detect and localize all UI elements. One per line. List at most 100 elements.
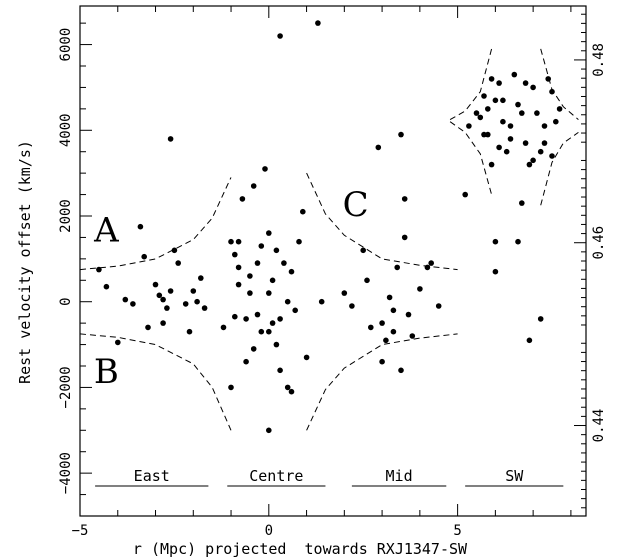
data-point <box>145 324 151 331</box>
data-point <box>243 316 249 322</box>
data-point <box>522 80 529 86</box>
data-point <box>300 208 306 215</box>
data-point <box>220 324 227 331</box>
data-point <box>462 191 469 198</box>
data-point <box>266 427 272 434</box>
data-point <box>349 303 355 309</box>
region-labels: A B C <box>93 185 369 392</box>
data-point <box>130 301 136 307</box>
data-point <box>247 290 253 296</box>
data-point <box>500 97 506 104</box>
data-point <box>194 298 200 305</box>
data-point <box>541 123 548 129</box>
data-point <box>553 118 559 125</box>
data-point <box>232 251 238 258</box>
region-label: C <box>343 185 369 225</box>
data-point <box>541 140 548 146</box>
data-point <box>288 268 295 275</box>
y-tick-label: −2000 <box>58 366 74 408</box>
data-point <box>530 157 536 164</box>
data-point <box>534 110 540 116</box>
data-point <box>269 277 276 284</box>
data-point <box>496 80 502 86</box>
data-point <box>198 275 204 281</box>
data-point <box>341 290 348 296</box>
data-point <box>175 260 181 266</box>
data-point <box>228 384 234 391</box>
data-point <box>496 144 502 151</box>
data-point <box>492 238 499 245</box>
data-point <box>409 333 416 339</box>
y-tick-label: 2000 <box>58 199 74 233</box>
data-point <box>182 301 189 307</box>
data-point <box>96 266 102 273</box>
region-label: A <box>93 211 119 251</box>
data-point <box>526 161 533 168</box>
data-point <box>394 264 401 271</box>
data-point <box>235 238 242 245</box>
data-point <box>519 200 525 206</box>
y-tick-label: 0 <box>58 297 74 305</box>
data-point <box>417 286 423 292</box>
x-tick-label: −5 <box>72 523 89 539</box>
data-point <box>492 97 499 104</box>
data-point <box>511 71 518 78</box>
data-point <box>473 110 480 116</box>
data-point <box>250 346 257 352</box>
data-point <box>549 153 555 159</box>
data-point <box>545 76 551 82</box>
data-point <box>254 311 261 318</box>
data-point <box>515 101 521 108</box>
data-point <box>160 320 166 326</box>
data-point <box>488 161 495 168</box>
data-point <box>235 264 242 271</box>
data-point <box>515 238 521 245</box>
data-point <box>485 106 491 112</box>
caustic-curves <box>79 48 579 431</box>
segment-label: Centre <box>249 467 303 485</box>
x-tick-label: 5 <box>453 523 461 539</box>
data-point <box>103 283 110 290</box>
data-point <box>435 303 442 309</box>
data-point <box>228 238 234 245</box>
segment-label: Mid <box>386 467 413 485</box>
data-point <box>292 307 299 314</box>
data-point <box>190 288 197 294</box>
data-point <box>156 292 163 299</box>
data-point <box>288 388 295 395</box>
data-point <box>167 288 174 294</box>
data-point <box>530 84 536 91</box>
data-point <box>266 290 272 296</box>
data-point <box>115 339 121 346</box>
data-point <box>401 234 408 241</box>
data-point <box>556 106 563 112</box>
data-point <box>201 305 208 311</box>
data-point <box>318 298 325 305</box>
data-point <box>266 328 272 335</box>
data-point <box>428 260 435 266</box>
data-point <box>368 324 374 331</box>
x-axis-label: r (Mpc) projected towards RXJ1347-SW <box>133 540 468 558</box>
y-tick-label: 6000 <box>58 28 74 62</box>
data-point <box>522 140 529 146</box>
data-point <box>477 114 484 121</box>
y-axis-label: Rest velocity offset (km/s) <box>16 140 34 384</box>
data-point <box>379 320 385 326</box>
data-point <box>141 253 147 260</box>
caustic-curve-6 <box>449 121 493 195</box>
y2-tick-label: 0.48 <box>591 43 607 77</box>
tick-labels: −5 0 5 −4000 −2000 0 2000 4000 6000 0.44 0.46 0.48 <box>58 28 607 539</box>
data-point <box>488 76 495 82</box>
data-point <box>507 123 514 129</box>
data-point <box>303 354 310 361</box>
data-point <box>383 337 389 344</box>
data-point <box>466 123 472 129</box>
data-point <box>296 238 302 245</box>
data-point <box>405 311 412 318</box>
data-point <box>519 110 525 116</box>
data-point <box>262 166 268 172</box>
data-point <box>160 296 166 303</box>
segment-markers: East Centre Mid SW <box>95 467 564 487</box>
data-point <box>549 88 555 95</box>
